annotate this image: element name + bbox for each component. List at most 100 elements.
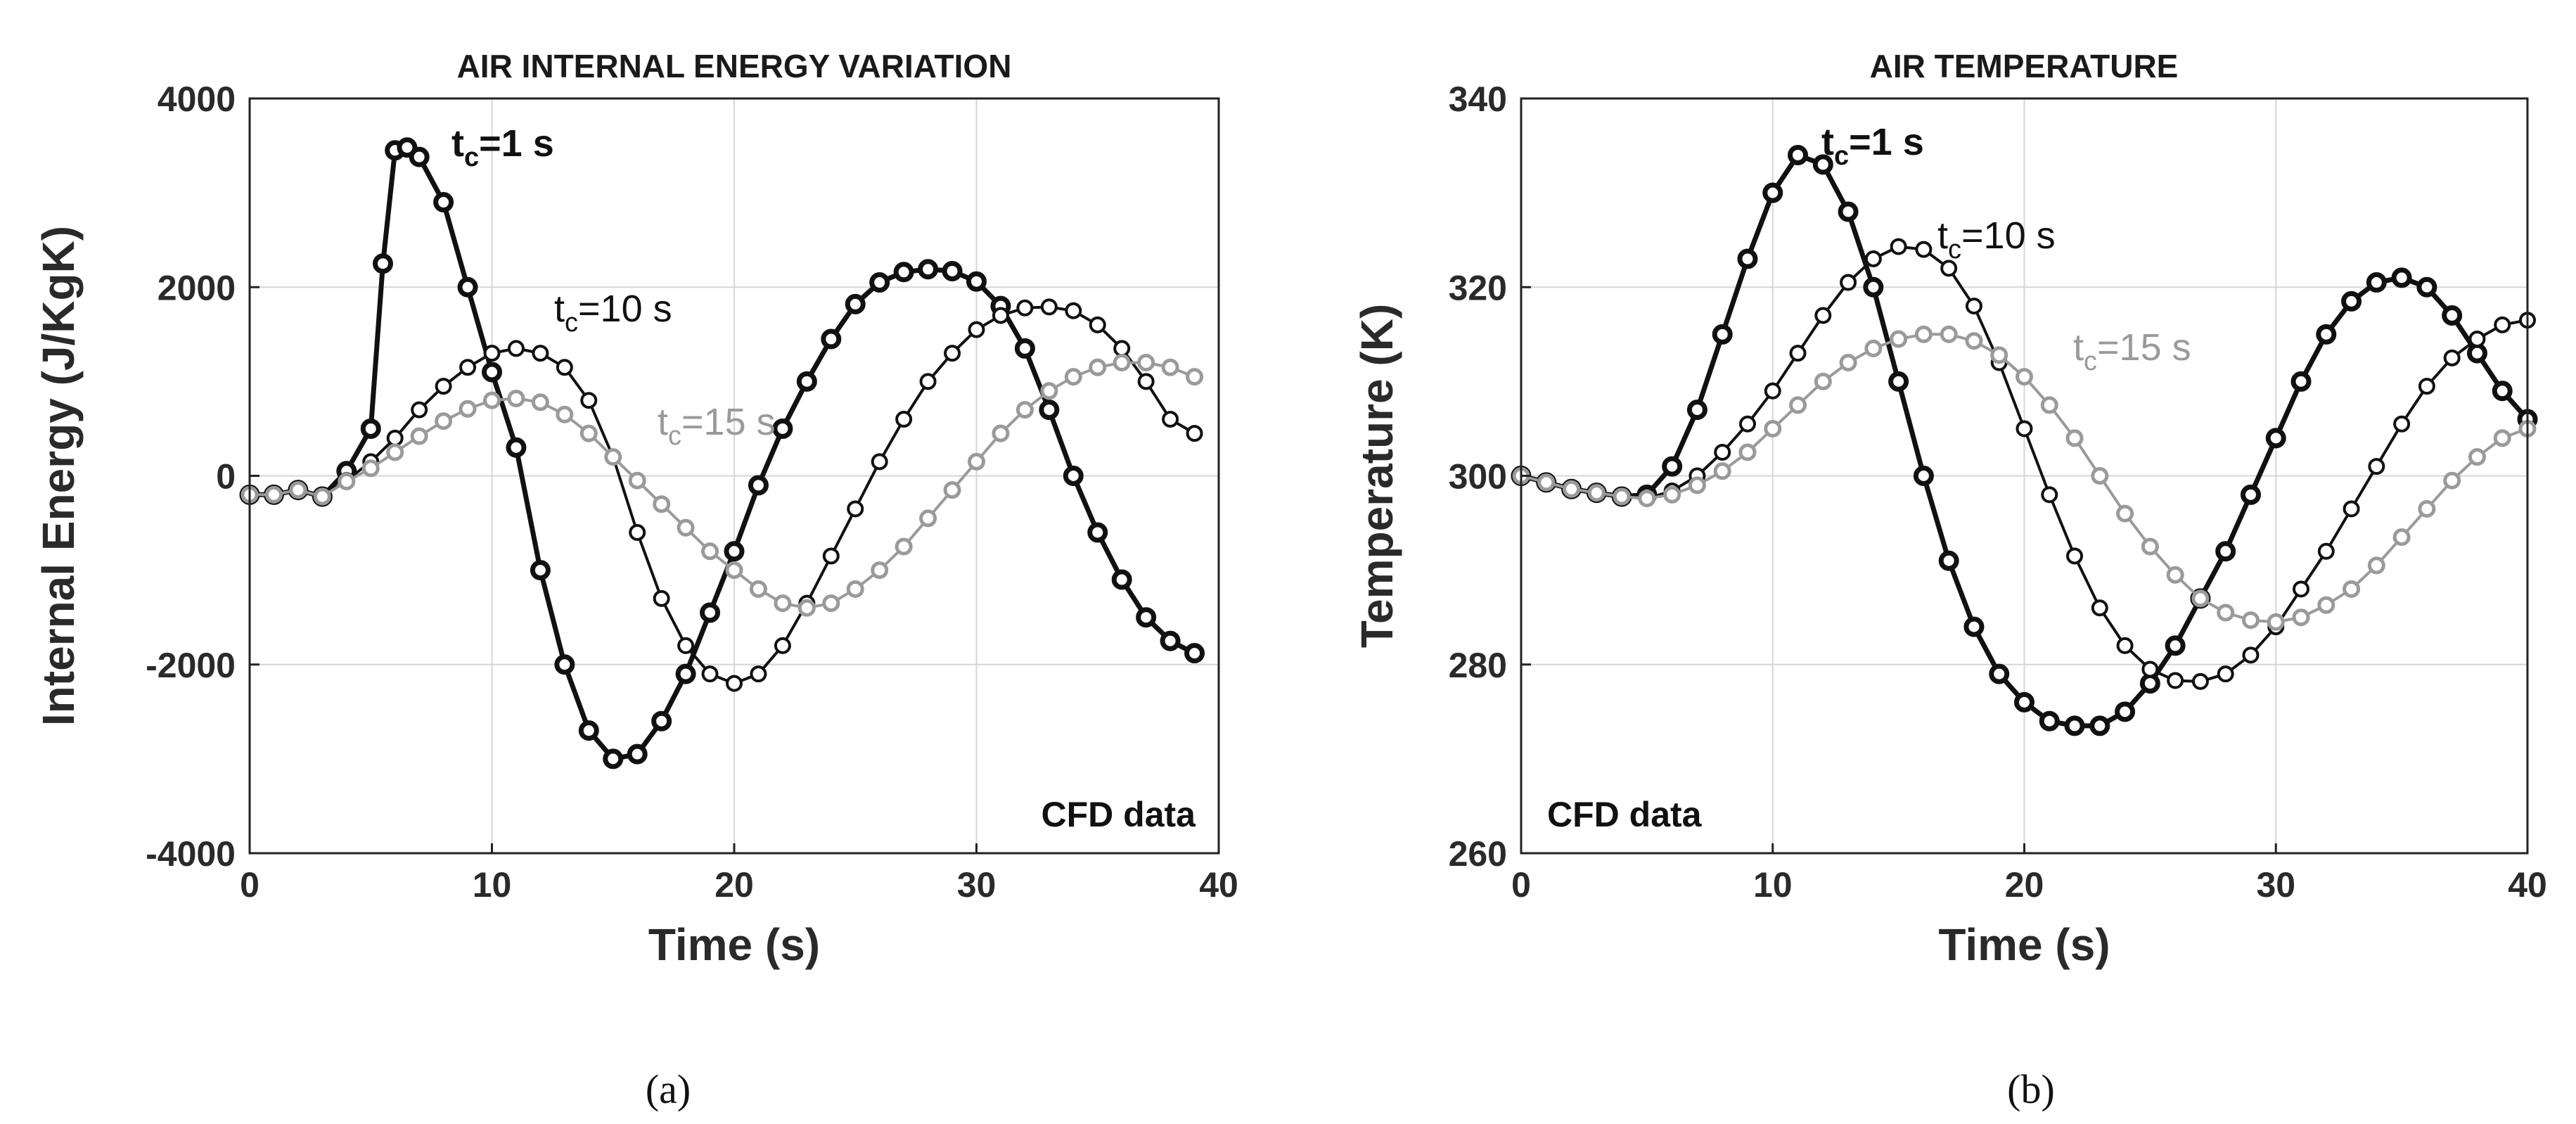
data-point xyxy=(1714,443,1731,461)
x-tick-label: 10 xyxy=(1753,865,1793,905)
data-point xyxy=(1890,330,1908,348)
data-point xyxy=(651,710,672,732)
data-point xyxy=(2041,486,2058,504)
data-point xyxy=(1965,298,1982,315)
caption-a-text: (a) xyxy=(646,1066,691,1112)
data-point xyxy=(2116,637,2134,654)
data-point xyxy=(918,259,939,280)
data-point xyxy=(895,537,913,556)
data-point xyxy=(2091,599,2108,617)
y-tick-label: 2000 xyxy=(158,268,236,307)
data-point xyxy=(2016,420,2033,438)
data-point xyxy=(701,665,719,683)
data-point xyxy=(1762,182,1783,203)
y-axis-label: Temperature (K) xyxy=(1352,304,1402,649)
data-point xyxy=(1537,473,1556,492)
data-point xyxy=(653,589,670,607)
data-point xyxy=(2267,613,2285,631)
data-point xyxy=(1913,466,1934,486)
data-point xyxy=(2242,646,2260,664)
data-point xyxy=(579,424,598,442)
data-point xyxy=(944,345,961,362)
data-point xyxy=(604,448,622,466)
x-tick-label: 40 xyxy=(2508,865,2547,905)
data-point xyxy=(1039,400,1060,421)
data-point xyxy=(2265,428,2286,449)
data-point xyxy=(1764,382,1781,400)
data-point xyxy=(2039,710,2060,732)
y-tick-label: 4000 xyxy=(158,79,236,119)
data-point xyxy=(2494,316,2511,333)
data-point xyxy=(749,580,767,598)
x-tick-label: 30 xyxy=(2256,865,2295,905)
data-point xyxy=(411,401,428,419)
data-point xyxy=(386,429,404,447)
y-tick-label: 320 xyxy=(1449,268,1507,307)
data-point xyxy=(2466,343,2487,364)
data-point xyxy=(2166,566,2184,584)
data-point xyxy=(675,663,696,684)
data-point xyxy=(726,675,743,692)
y-tick-label: 260 xyxy=(1449,834,1507,874)
series-label-3: tc=15 s xyxy=(2073,326,2191,376)
data-point xyxy=(677,637,695,654)
data-point xyxy=(772,418,793,439)
data-point xyxy=(1613,487,1631,506)
cfd-data-note: CFD data xyxy=(1547,795,1703,834)
data-point xyxy=(483,391,501,409)
data-point xyxy=(1113,354,1131,372)
data-point xyxy=(1863,276,1884,298)
data-point xyxy=(992,424,1010,442)
data-point xyxy=(531,393,549,411)
data-point xyxy=(506,437,527,458)
data-point xyxy=(1160,630,1181,651)
data-point xyxy=(1113,340,1131,357)
data-point xyxy=(459,400,477,418)
data-point xyxy=(1839,354,1857,372)
data-point xyxy=(2040,396,2058,414)
data-point xyxy=(1089,316,1106,333)
chart-title: AIR INTERNAL ENERGY VARIATION xyxy=(457,48,1012,84)
data-point xyxy=(1712,324,1733,345)
data-point xyxy=(1989,663,2010,684)
panel-b-chart: 0 10 20 30 40 260 280 300 320 340 AIR TEMPERATURE T… xyxy=(1352,48,2547,970)
data-point xyxy=(2468,331,2486,348)
series-label-1: tc=1 s xyxy=(451,122,554,172)
data-point xyxy=(2468,448,2486,466)
data-point xyxy=(507,340,525,357)
data-point xyxy=(289,481,307,499)
series-label-2: tc=10 s xyxy=(554,288,672,338)
data-point xyxy=(748,475,769,496)
data-point xyxy=(2091,467,2109,485)
data-point xyxy=(1014,338,1035,359)
data-point xyxy=(1089,358,1107,376)
data-point xyxy=(1789,345,1807,362)
data-point xyxy=(677,518,695,537)
data-point xyxy=(2217,603,2235,622)
series-line-1 xyxy=(250,145,1196,762)
data-point xyxy=(1686,400,1707,421)
y-tick-label: 0 xyxy=(216,457,236,497)
data-point xyxy=(2293,580,2310,598)
data-point xyxy=(966,271,987,292)
data-point xyxy=(871,453,888,471)
caption-b-text: (b) xyxy=(2007,1066,2055,1112)
data-point xyxy=(483,345,501,362)
data-point xyxy=(1064,368,1082,386)
data-point xyxy=(1688,476,1706,494)
data-point xyxy=(2341,290,2362,312)
data-point xyxy=(482,362,502,383)
data-point xyxy=(871,561,889,580)
data-point xyxy=(653,495,671,513)
data-point xyxy=(2343,580,2361,598)
data-point xyxy=(1563,480,1581,498)
data-point xyxy=(1662,456,1683,477)
x-tick-label: 0 xyxy=(240,865,259,905)
data-point xyxy=(2116,504,2134,523)
data-point xyxy=(847,500,864,518)
data-point xyxy=(2217,665,2234,683)
x-tick-label: 10 xyxy=(473,865,512,905)
data-point xyxy=(2191,672,2209,690)
data-point xyxy=(1016,299,1034,317)
